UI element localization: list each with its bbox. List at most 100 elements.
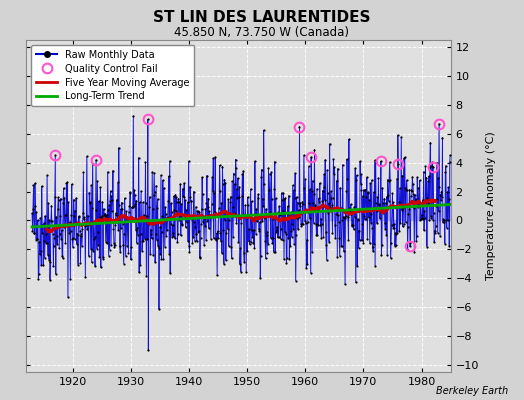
Point bbox=[206, 235, 215, 242]
Point bbox=[296, 202, 304, 209]
Point bbox=[173, 239, 181, 245]
Point bbox=[437, 197, 445, 204]
Point bbox=[32, 209, 40, 215]
Point bbox=[34, 276, 42, 282]
Point bbox=[178, 222, 187, 228]
Point bbox=[187, 198, 195, 204]
Point bbox=[263, 232, 271, 238]
Point bbox=[289, 187, 298, 193]
Point bbox=[323, 190, 332, 196]
Point bbox=[351, 165, 359, 172]
Point bbox=[102, 238, 110, 245]
Point bbox=[244, 238, 253, 244]
Point bbox=[123, 214, 132, 221]
Point bbox=[56, 231, 64, 237]
Point bbox=[280, 256, 288, 262]
Point bbox=[48, 218, 56, 224]
Point bbox=[337, 242, 345, 249]
Point bbox=[134, 216, 143, 222]
Point bbox=[408, 188, 416, 194]
Point bbox=[293, 215, 301, 222]
Point bbox=[301, 176, 310, 182]
Point bbox=[66, 219, 74, 226]
Point bbox=[160, 185, 168, 191]
Point bbox=[165, 250, 173, 257]
Point bbox=[154, 218, 162, 225]
Point bbox=[397, 201, 405, 207]
Point bbox=[282, 231, 290, 238]
Point bbox=[139, 199, 147, 206]
Point bbox=[211, 154, 220, 160]
Point bbox=[51, 194, 59, 200]
Point bbox=[167, 220, 175, 227]
Point bbox=[310, 191, 318, 198]
Point bbox=[42, 240, 51, 246]
Point bbox=[155, 306, 163, 312]
Point bbox=[431, 223, 440, 230]
Point bbox=[357, 186, 366, 193]
Point bbox=[115, 242, 124, 249]
Point bbox=[60, 224, 68, 230]
Point bbox=[176, 213, 184, 219]
Y-axis label: Temperature Anomaly (°C): Temperature Anomaly (°C) bbox=[486, 132, 496, 280]
Point bbox=[135, 199, 144, 206]
Point bbox=[332, 206, 341, 212]
Point bbox=[299, 201, 308, 208]
Point bbox=[258, 196, 267, 202]
Point bbox=[47, 202, 56, 209]
Point bbox=[178, 221, 186, 228]
Point bbox=[91, 218, 100, 225]
Point bbox=[269, 235, 278, 241]
Point bbox=[145, 204, 154, 210]
Point bbox=[181, 224, 190, 230]
Point bbox=[96, 214, 104, 220]
Point bbox=[318, 198, 326, 204]
Point bbox=[344, 237, 353, 244]
Point bbox=[133, 224, 141, 231]
Point bbox=[345, 205, 354, 212]
Point bbox=[427, 214, 435, 221]
Point bbox=[405, 206, 413, 212]
Point bbox=[288, 234, 296, 240]
Point bbox=[187, 198, 195, 204]
Point bbox=[52, 214, 60, 220]
Point bbox=[147, 226, 155, 233]
Point bbox=[36, 215, 45, 221]
Point bbox=[162, 215, 171, 221]
Point bbox=[63, 223, 71, 229]
Point bbox=[255, 227, 264, 234]
Point bbox=[422, 197, 430, 204]
Point bbox=[103, 168, 112, 175]
Point bbox=[347, 222, 356, 229]
Point bbox=[70, 236, 79, 242]
Point bbox=[276, 212, 284, 218]
Point bbox=[365, 214, 373, 221]
Point bbox=[377, 252, 386, 258]
Point bbox=[110, 244, 118, 250]
Point bbox=[144, 347, 152, 354]
Point bbox=[304, 163, 313, 169]
Point bbox=[364, 190, 373, 196]
Point bbox=[269, 216, 277, 222]
Point bbox=[438, 194, 446, 200]
Point bbox=[54, 197, 63, 203]
Point bbox=[157, 172, 165, 178]
Point bbox=[433, 230, 442, 236]
Point bbox=[173, 199, 181, 205]
Point bbox=[74, 262, 82, 268]
Point bbox=[59, 200, 67, 206]
Point bbox=[326, 204, 334, 211]
Point bbox=[332, 211, 340, 217]
Point bbox=[254, 191, 263, 197]
Point bbox=[73, 232, 82, 238]
Point bbox=[272, 224, 281, 230]
Point bbox=[185, 249, 194, 255]
Point bbox=[242, 213, 250, 220]
Point bbox=[350, 226, 358, 232]
Point bbox=[334, 219, 343, 226]
Point bbox=[218, 250, 226, 256]
Point bbox=[418, 211, 426, 218]
Point bbox=[368, 225, 376, 231]
Point bbox=[281, 228, 289, 235]
Point bbox=[199, 191, 207, 198]
